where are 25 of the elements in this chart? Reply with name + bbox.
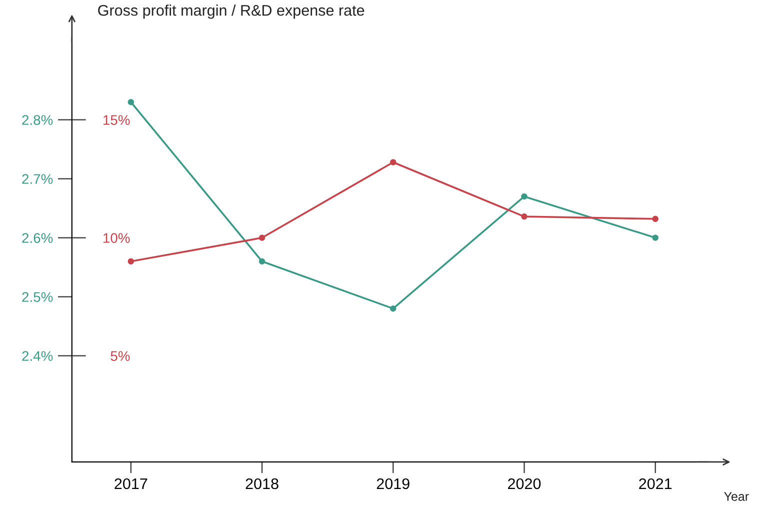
y-tick-label: 2.8% [22, 115, 53, 125]
point [652, 234, 658, 241]
y-tick-label: 2.6% [22, 233, 53, 243]
x-tick-label: 2021 [639, 478, 672, 490]
y-tick-label: 2.4% [22, 351, 53, 361]
point [258, 234, 266, 241]
point [128, 258, 134, 264]
x-tick-label: 2019 [376, 478, 410, 490]
y2-tick-label: 15% [104, 115, 130, 125]
point [521, 213, 528, 220]
x-axis-title: Year [724, 492, 749, 501]
x-tick-label: 2017 [114, 478, 148, 490]
y-tick-label: 2.5% [22, 292, 53, 302]
point [652, 216, 658, 222]
y2-tick-label: 10% [104, 233, 130, 243]
chart-title: Gross profit margin / R&D expense rate [98, 4, 364, 19]
point [128, 98, 134, 106]
y-tick-label: 2.7% [22, 174, 53, 184]
x-tick-label: 2020 [508, 478, 541, 490]
point [390, 305, 396, 312]
point [521, 193, 528, 200]
point [258, 258, 266, 264]
x-tick-label: 2018 [246, 478, 278, 490]
y2-tick-label: 5% [110, 351, 130, 361]
point [390, 159, 396, 166]
